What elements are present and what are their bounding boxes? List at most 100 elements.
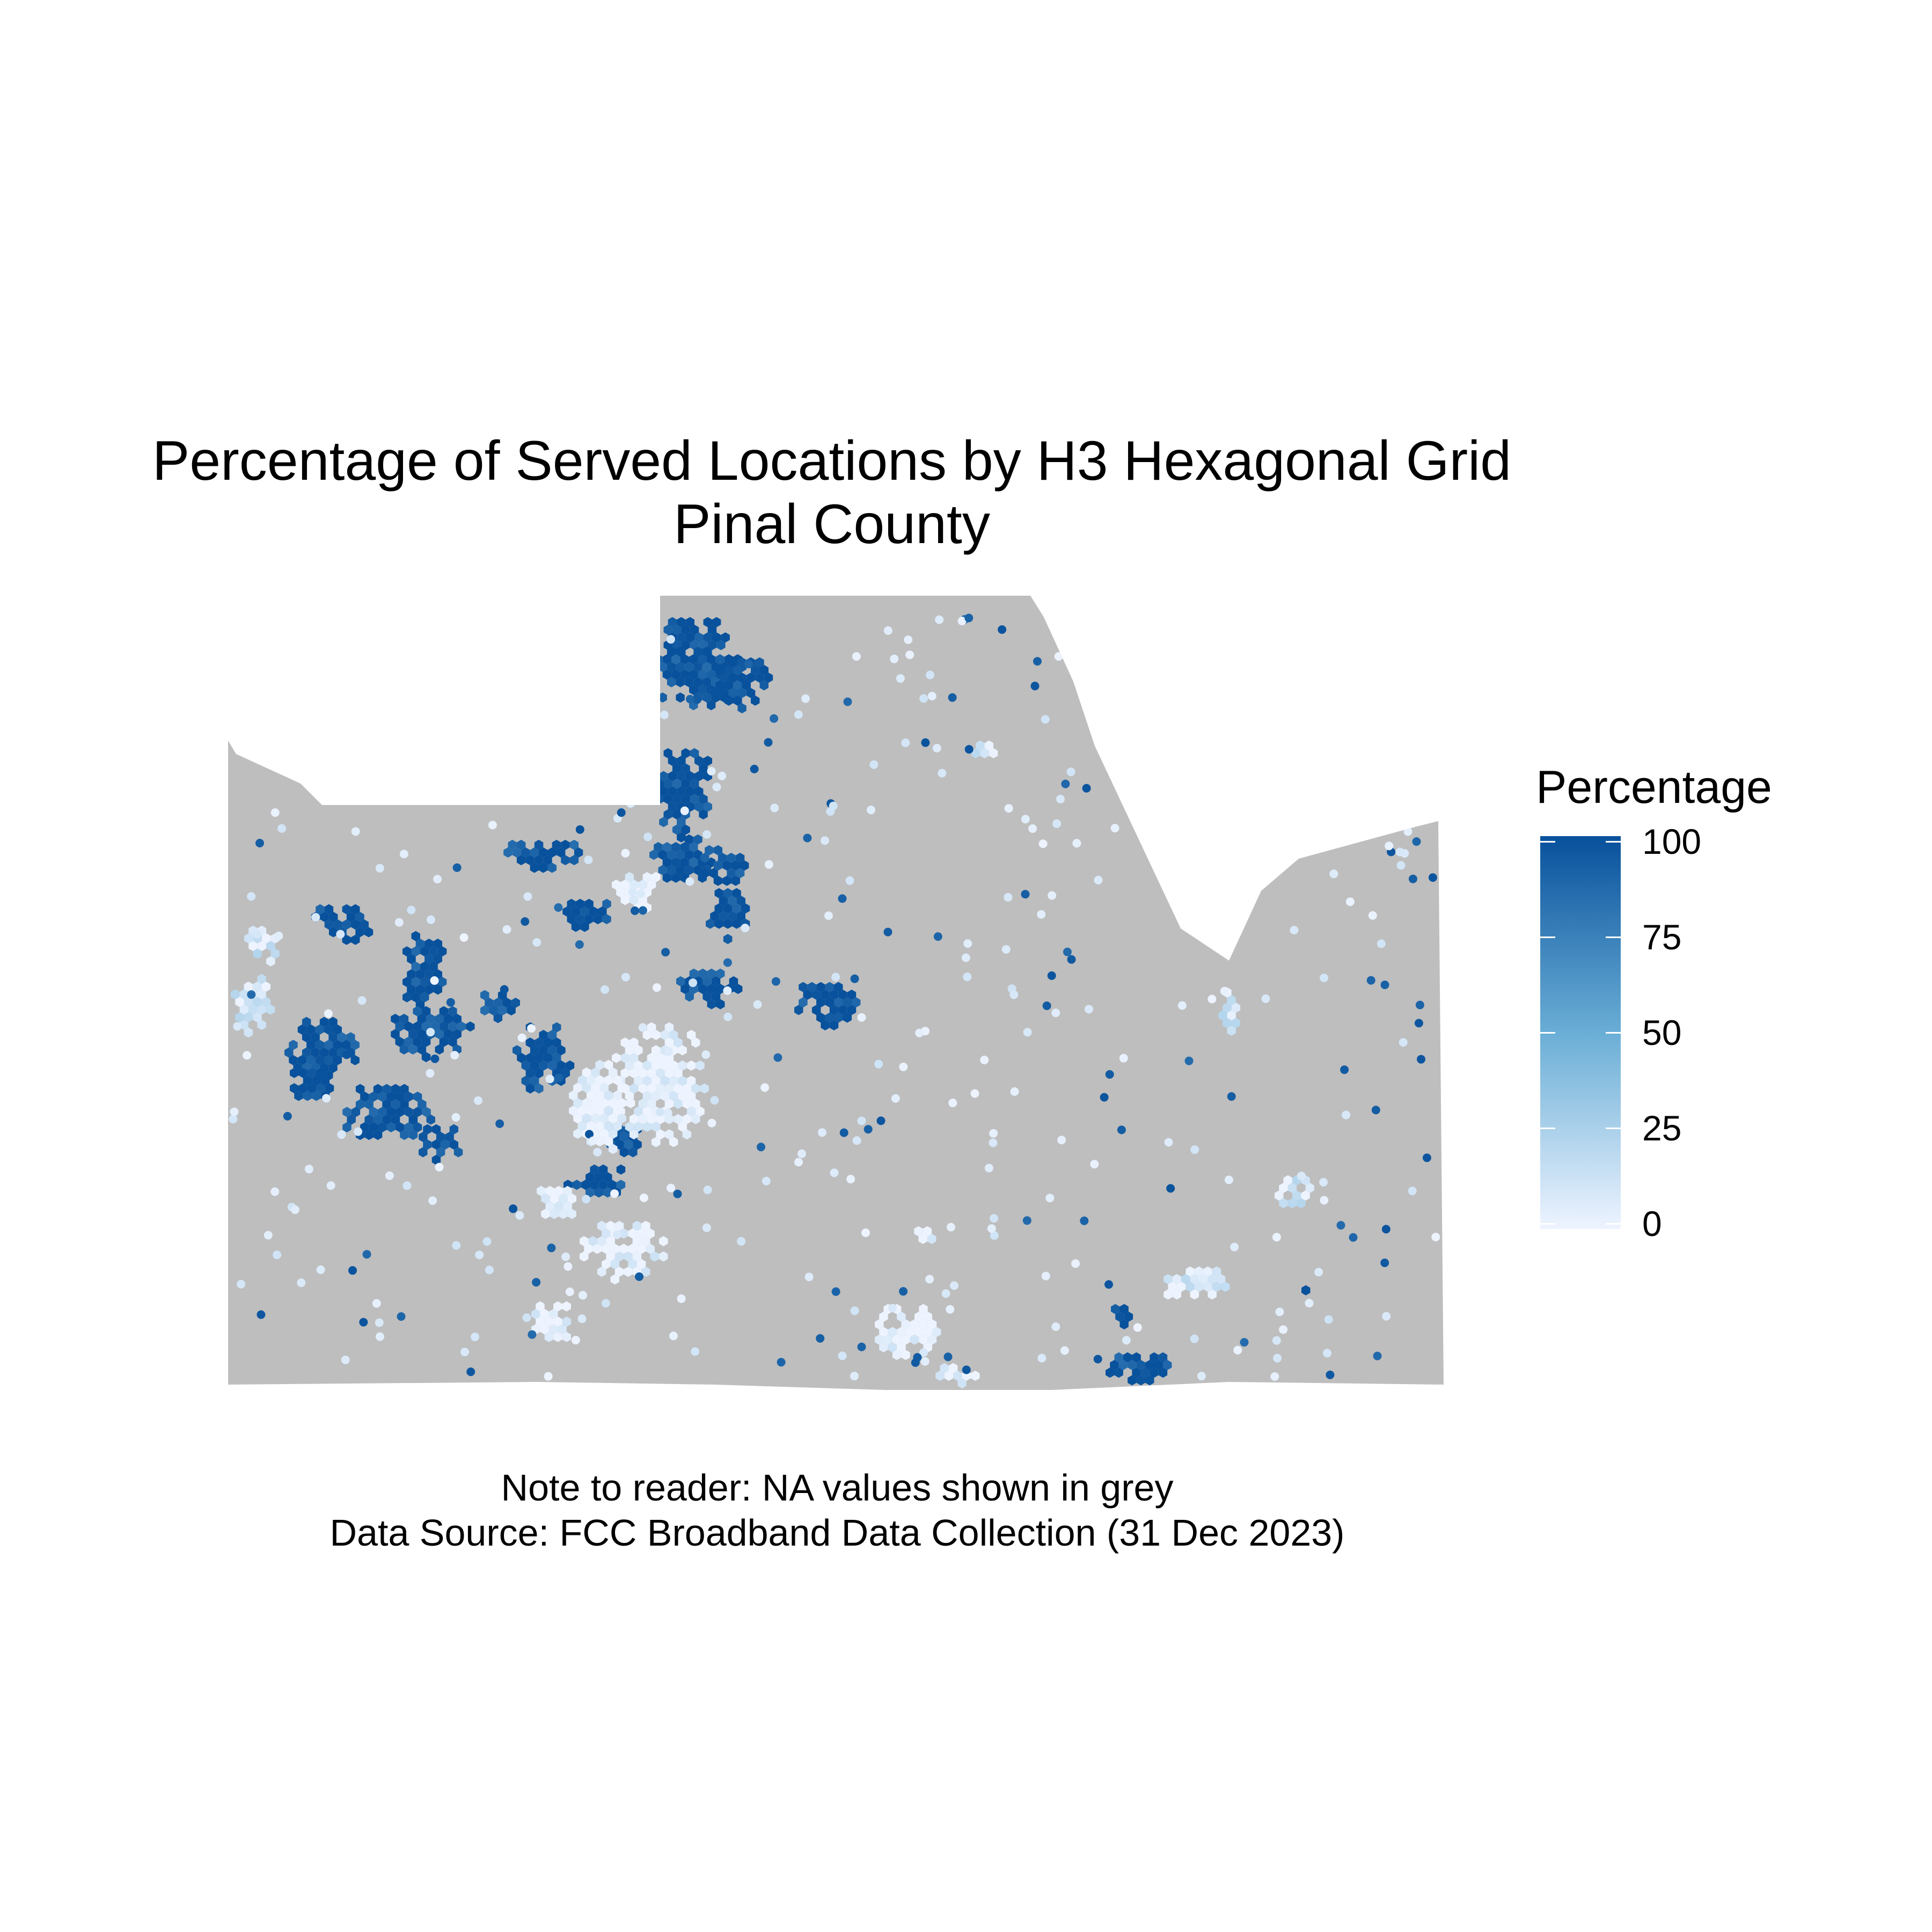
hex-cell — [671, 669, 680, 680]
hex-cell — [984, 740, 994, 751]
hex-cell — [649, 662, 658, 672]
hex-cell — [663, 779, 672, 789]
hex-cell — [426, 731, 435, 741]
hex-cell — [722, 860, 731, 871]
hex-cell — [426, 915, 435, 924]
hex-cell — [244, 982, 253, 992]
hex-cell — [564, 664, 573, 674]
hex-cell — [1057, 1136, 1066, 1145]
hex-cell — [620, 1037, 630, 1048]
hex-cell — [525, 1052, 535, 1063]
hex-cell — [764, 738, 773, 747]
subtitle-line: Pinal County — [674, 493, 990, 555]
hex-cell — [433, 875, 442, 884]
hex-cell — [547, 1243, 556, 1253]
hex-cell — [883, 1334, 892, 1345]
hex-cell — [652, 983, 661, 992]
hex-cell — [544, 1316, 554, 1327]
hex-cell — [998, 625, 1007, 634]
hex-cell — [291, 1205, 299, 1214]
hex-cell — [702, 1223, 711, 1232]
hex-cell — [682, 1083, 692, 1094]
hex-cell — [319, 1016, 329, 1027]
hex-cell — [1287, 1198, 1297, 1209]
hex-cell — [326, 1181, 335, 1190]
hex-cell — [425, 954, 434, 964]
hex-cell — [602, 898, 611, 909]
hex-cell — [1279, 1325, 1288, 1334]
hex-cell — [473, 1096, 482, 1105]
hex-cell — [452, 1241, 461, 1250]
hex-cell — [1072, 839, 1081, 848]
hex-cell — [582, 1195, 591, 1204]
hex-cell — [521, 1060, 530, 1071]
hex-cell — [677, 617, 686, 627]
hex-cell — [320, 912, 329, 922]
hex-cell — [608, 1180, 617, 1190]
hex-cell — [694, 632, 704, 643]
hex-cell — [940, 1363, 949, 1373]
hex-cell — [525, 855, 535, 866]
hex-cell — [303, 1075, 312, 1086]
hex-cell — [637, 1243, 646, 1254]
hex-cell — [668, 801, 677, 812]
hex-cell — [961, 953, 970, 962]
hex-cell — [1430, 755, 1439, 764]
hex-cell — [910, 1319, 919, 1330]
hex-cell — [413, 1107, 422, 1117]
hex-cell — [597, 1220, 606, 1231]
hex-cell — [1431, 1233, 1440, 1241]
hex-cell — [435, 1044, 444, 1055]
hex-cell — [891, 1094, 900, 1103]
hex-cell — [1117, 1125, 1126, 1135]
hex-cell — [821, 1020, 830, 1030]
hex-cell — [693, 865, 702, 875]
hex-cell — [364, 1114, 374, 1125]
hex-cell — [408, 1130, 418, 1140]
hex-cell — [569, 855, 579, 866]
hex-cell — [1054, 652, 1063, 661]
hex-cell — [869, 760, 879, 769]
hex-cell — [634, 1060, 643, 1071]
hex-cell — [595, 1075, 604, 1086]
hex-cell — [672, 794, 682, 804]
hex-cell — [324, 1040, 333, 1050]
hex-cell — [628, 1147, 638, 1158]
hex-cell — [604, 1075, 613, 1086]
hex-cell — [567, 898, 576, 909]
hex-cell — [1105, 1070, 1114, 1079]
hex-cell — [595, 1059, 604, 1070]
hex-cell — [773, 1053, 782, 1062]
hex-cell — [315, 1040, 324, 1050]
hex-cell — [264, 1231, 273, 1240]
hex-cell — [919, 694, 928, 703]
hex-cell — [297, 1055, 307, 1065]
hex-cell — [514, 711, 523, 720]
hex-cell — [247, 892, 256, 901]
hex-cell — [659, 771, 668, 781]
hex-cell — [460, 1348, 469, 1357]
hex-cell — [691, 1347, 700, 1356]
hex-cell — [1340, 1065, 1349, 1074]
hex-cell — [545, 1201, 554, 1212]
hex-cell — [451, 1113, 460, 1122]
hex-cell — [302, 1047, 311, 1058]
hex-cell — [672, 809, 682, 819]
hex-cell — [703, 756, 712, 766]
hex-cell — [1275, 1190, 1284, 1201]
hex-cell — [686, 1075, 696, 1086]
hex-cell — [664, 1037, 674, 1048]
hex-cell — [535, 1037, 544, 1048]
hex-cell — [1172, 1289, 1182, 1300]
hex-cell — [741, 903, 750, 914]
hex-cell — [989, 1129, 998, 1138]
hex-cell — [663, 809, 672, 819]
hex-cell — [950, 1281, 958, 1290]
hex-cell — [1136, 1360, 1145, 1370]
hex-cell — [915, 1028, 924, 1037]
hex-cell — [816, 1334, 825, 1343]
hex-cell — [413, 1122, 422, 1132]
hex-cell — [702, 976, 712, 986]
hex-cell — [707, 669, 716, 680]
hex-cell — [663, 748, 672, 758]
